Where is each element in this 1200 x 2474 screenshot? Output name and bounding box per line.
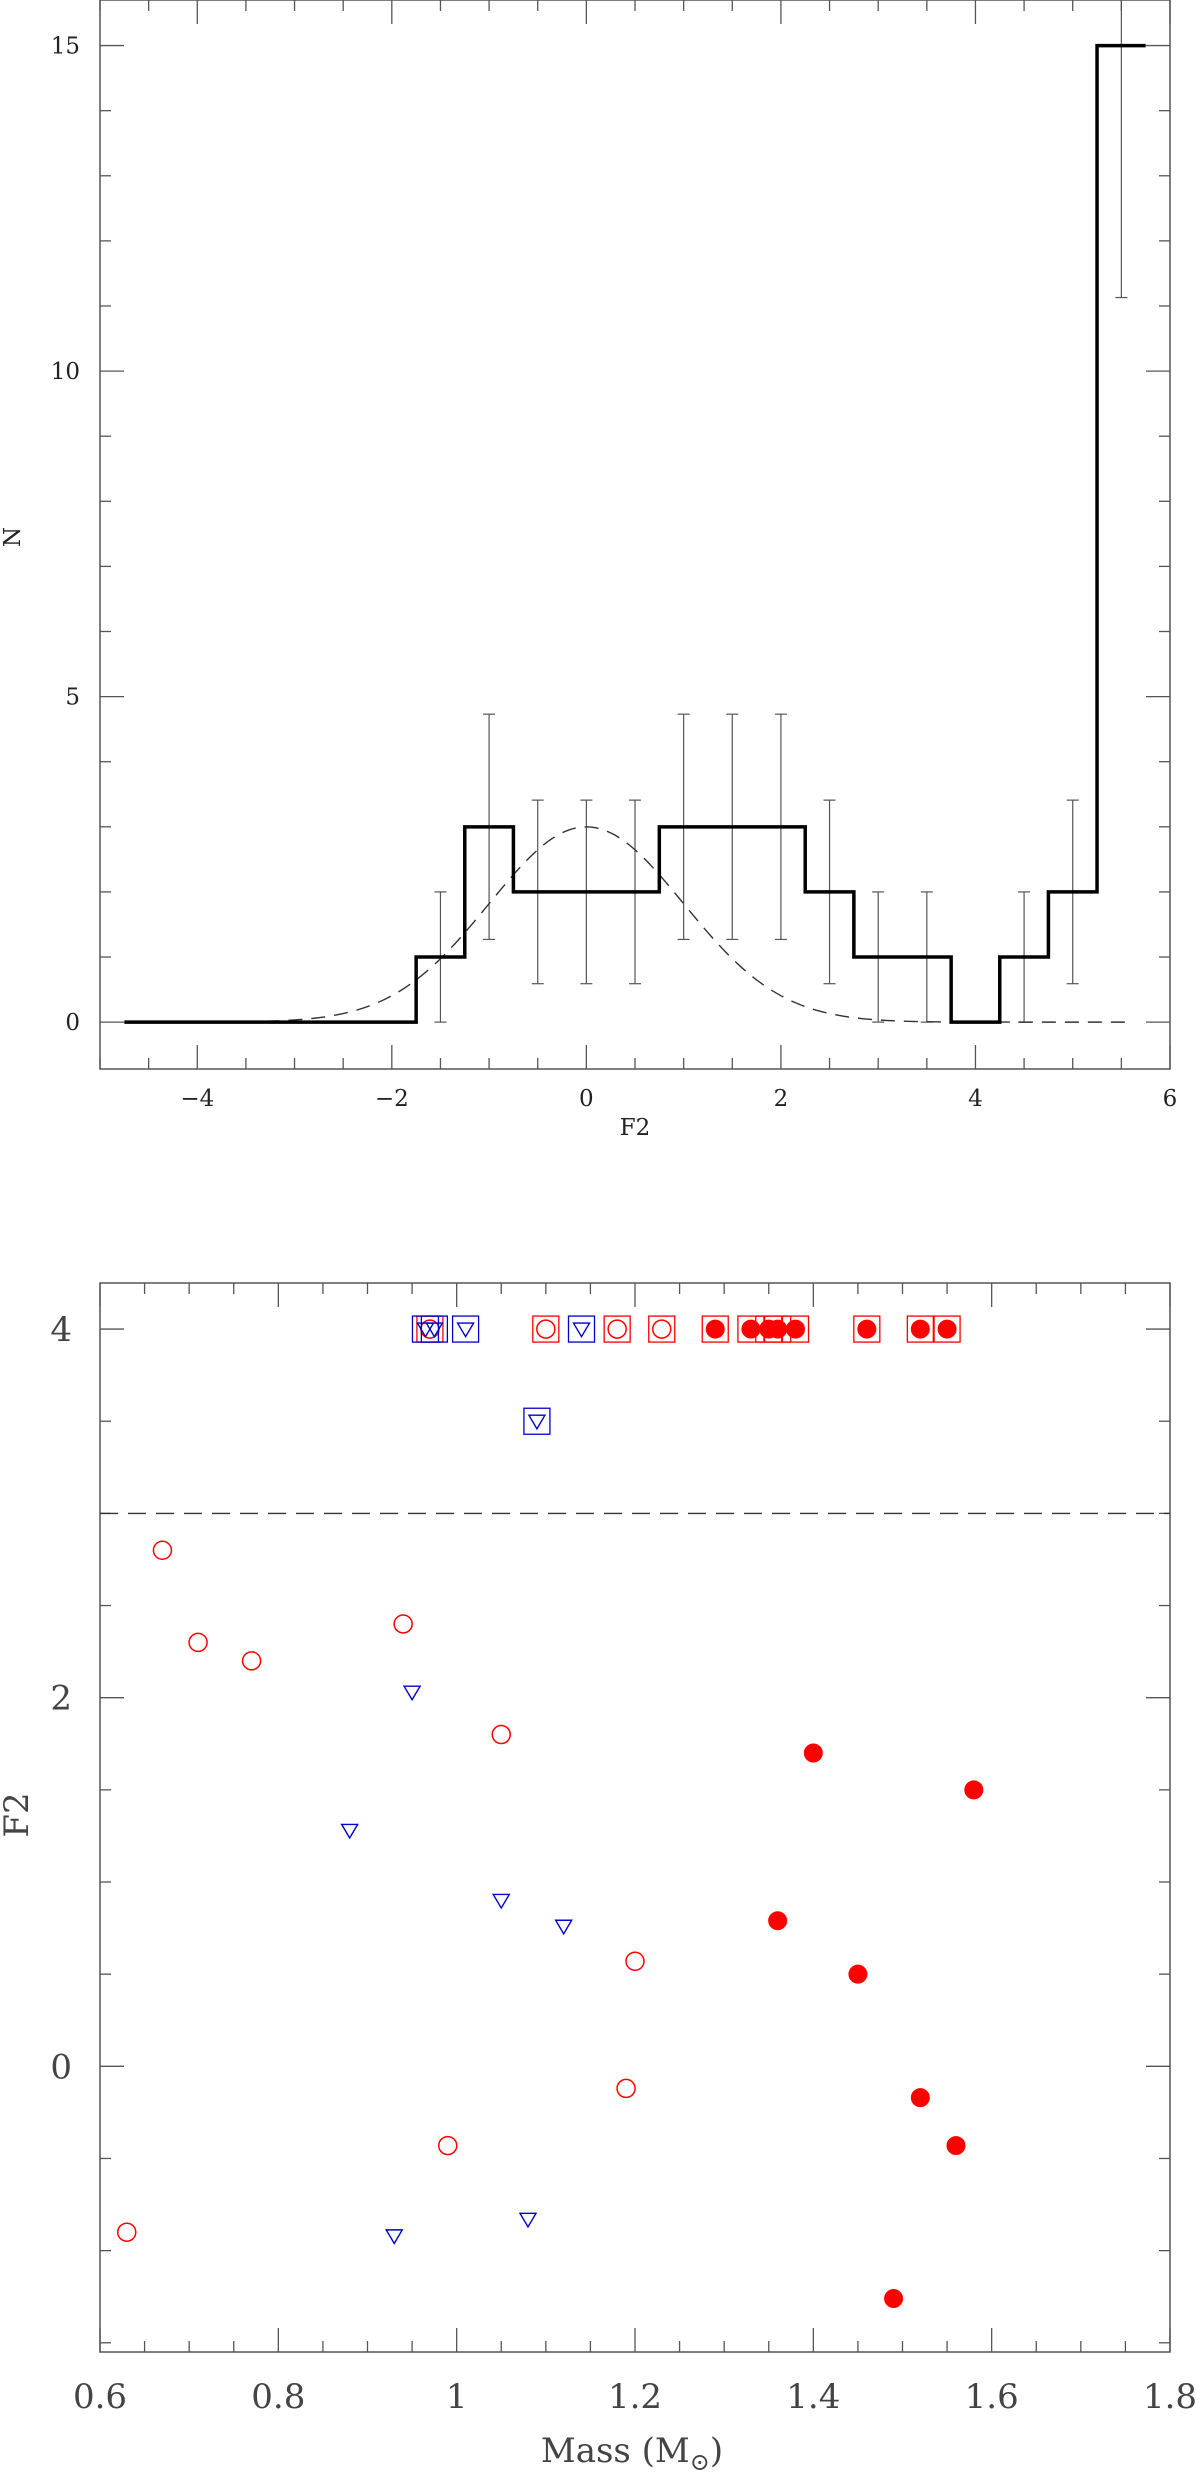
open-circle-point: [536, 1319, 556, 1339]
scatter-ticks: [99, 1283, 1171, 2352]
histogram-y-tick-labels: 0 5 10 15: [51, 34, 80, 1037]
filled-circle-point: [786, 1319, 805, 1339]
point-box: [532, 1315, 560, 1343]
point-box: [420, 1315, 449, 1343]
histogram-x-tick-label: 6: [1163, 1086, 1178, 1112]
open-circle-point: [117, 2222, 137, 2242]
open-circle-point: [393, 1614, 413, 1634]
triangle-point: [492, 1893, 511, 1910]
filled-circle-point: [768, 1319, 788, 1339]
filled-circle-point: [884, 2289, 904, 2309]
scatter-x-tick-label: 1.8: [1143, 2377, 1197, 2417]
histogram-y-tick-label: 5: [65, 685, 80, 711]
histogram-x-tick-label: −4: [180, 1086, 214, 1112]
open-circle-point: [607, 1319, 627, 1339]
histogram-x-tick-label: 4: [968, 1086, 983, 1112]
open-circle-point: [616, 2078, 636, 2099]
triangle-point: [456, 1322, 475, 1339]
point-box: [523, 1407, 551, 1435]
triangle-point: [340, 1823, 359, 1840]
histogram-y-tick-label: 0: [65, 1010, 80, 1036]
scatter-x-axis-label: Mass (M⊙): [541, 2431, 723, 2474]
scatter-x-tick-label: 0.6: [73, 2377, 127, 2417]
scatter-x-axis-label-close: ): [710, 2431, 723, 2471]
histogram-steps: [124, 43, 1146, 1024]
scatter-x-axis-label-main: Mass (M: [541, 2431, 690, 2471]
histogram-x-tick-labels: −4 −2 0 2 4 6: [180, 1086, 1177, 1112]
point-box: [701, 1315, 729, 1343]
scatter-y-tick-labels: 0 2 4: [50, 1310, 72, 2087]
histogram-x-axis-label: F2: [620, 1115, 651, 1141]
scatter-panel: 0.6 0.8 1 1.2 1.4 1.6 1.8 0 2 4 Mass (M⊙) F2: [0, 1282, 1197, 2474]
filled-circle-point: [768, 1911, 788, 1931]
triangle-point: [402, 1685, 422, 1702]
point-box: [853, 1315, 881, 1343]
scatter-y-tick-label: 4: [50, 1310, 72, 1350]
open-circle-point: [625, 1951, 645, 1972]
histogram-y-axis-label: N: [0, 527, 26, 547]
scatter-x-tick-label: 1: [446, 2377, 468, 2417]
scatter-x-tick-label: 1.2: [608, 2377, 662, 2417]
histogram-x-tick-label: 2: [774, 1086, 789, 1112]
open-circle-point: [491, 1724, 511, 1745]
scatter-frame: [99, 1282, 1171, 2353]
histogram-x-tick-label: 0: [579, 1086, 594, 1112]
histogram-error-bars: [434, 0, 1128, 1023]
point-box: [906, 1315, 934, 1343]
scatter-y-axis-label: F2: [0, 1792, 37, 1837]
scatter-y-tick-label: 0: [50, 2047, 72, 2087]
filled-circle-point: [910, 2088, 930, 2108]
scatter-points: [117, 1315, 984, 2309]
scatter-x-tick-label: 0.8: [251, 2377, 305, 2417]
filled-circle-point: [964, 1780, 984, 1800]
histogram-y-tick-label: 10: [51, 359, 80, 385]
point-box: [451, 1315, 480, 1343]
open-circle-point: [652, 1319, 672, 1339]
filled-circle-point: [946, 2136, 966, 2156]
triangle-point: [385, 2229, 404, 2245]
filled-circle-point: [848, 1964, 868, 1984]
scatter-x-tick-label: 1.4: [786, 2377, 840, 2417]
filled-circle-point: [705, 1319, 725, 1339]
filled-circle-point: [803, 1743, 823, 1763]
filled-circle-point: [857, 1319, 877, 1339]
filled-circle-point: [937, 1319, 957, 1339]
open-circle-point: [188, 1632, 208, 1653]
scatter-x-tick-label: 1.6: [965, 2377, 1019, 2417]
open-circle-point: [152, 1540, 173, 1560]
histogram-panel: −4 −2 0 2 4 6 0 5 10 15 F2 N: [0, 0, 1177, 1141]
filled-circle-point: [741, 1319, 761, 1339]
triangle-point: [425, 1322, 444, 1339]
point-box: [781, 1315, 810, 1343]
point-box: [933, 1315, 961, 1343]
triangle-point: [518, 2212, 538, 2229]
scatter-y-tick-label: 2: [50, 1679, 72, 1719]
triangle-point: [572, 1322, 591, 1339]
scatter-x-axis-label-sub: ⊙: [690, 2448, 710, 2474]
histogram-y-tick-label: 15: [51, 34, 80, 60]
histogram-ticks: [99, 0, 1171, 1069]
triangle-point: [554, 1919, 573, 1936]
point-box: [648, 1315, 676, 1343]
open-circle-point: [241, 1651, 262, 1671]
triangle-point: [527, 1414, 547, 1431]
open-circle-point: [438, 2135, 458, 2156]
scatter-x-tick-labels: 0.6 0.8 1 1.2 1.4 1.6 1.8: [73, 2377, 1197, 2417]
filled-circle-point: [910, 1319, 930, 1339]
point-box: [603, 1315, 631, 1343]
histogram-x-tick-label: −2: [375, 1086, 409, 1112]
point-box: [567, 1315, 596, 1343]
